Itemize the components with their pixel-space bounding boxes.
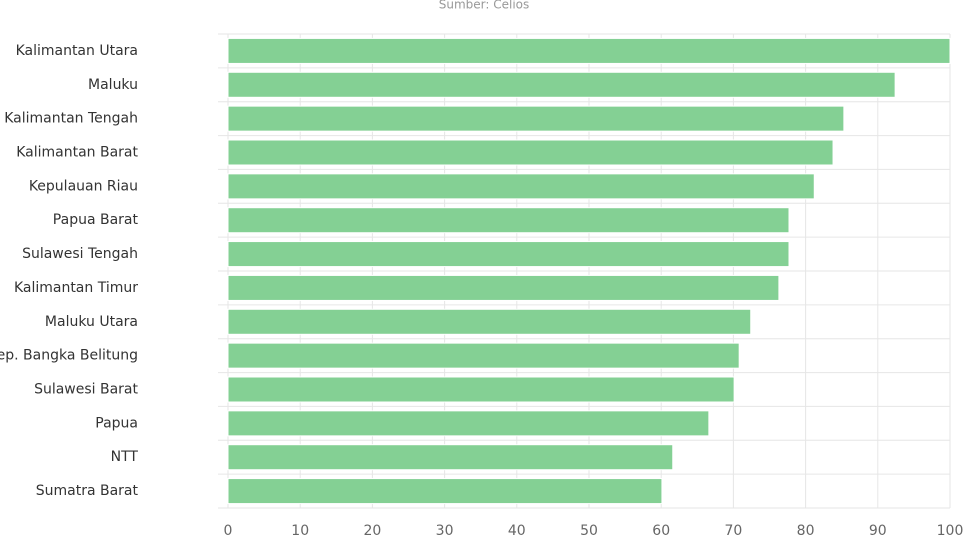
y-tick-label: Maluku Utara [45,314,138,330]
bar [227,173,815,200]
bar [227,207,790,234]
chart-subtitle: Sumber: Celios [439,0,530,12]
bar [227,274,780,301]
y-tick-label: NTT [111,449,139,465]
bar [227,139,834,166]
x-tick-label: 70 [724,523,742,539]
x-tick-label: 50 [580,523,598,539]
bar [227,105,845,132]
bar [227,37,951,64]
x-tick-label: 80 [797,523,815,539]
y-tick-label: Papua [95,415,138,431]
y-tick-label: Sulawesi Tengah [22,246,138,262]
x-tick-label: 30 [436,523,454,539]
y-tick-label: Kepulauan Riau [29,178,138,194]
bar [227,376,735,403]
x-tick-label: 60 [652,523,670,539]
bar [227,241,790,268]
y-tick-label: Kalimantan Utara [16,43,138,59]
y-tick-label: Kalimantan Timur [14,280,138,296]
x-tick-label: 0 [224,523,233,539]
y-tick-label: Papua Barat [53,212,139,228]
bar [227,342,740,369]
y-tick-label: Kep. Bangka Belitung [0,348,138,364]
bar [227,410,710,437]
y-tick-label: Kalimantan Barat [16,145,138,161]
y-tick-label: Sulawesi Barat [34,382,138,398]
x-tick-label: 40 [508,523,526,539]
bar [227,478,663,505]
y-tick-label: Kalimantan Tengah [4,111,138,127]
x-tick-label: 90 [869,523,887,539]
bar [227,71,896,98]
x-tick-label: 100 [937,523,964,539]
y-tick-label: Sumatra Barat [36,483,139,499]
x-tick-label: 10 [291,523,309,539]
x-tick-label: 20 [363,523,381,539]
bar [227,444,674,471]
y-tick-label: Maluku [88,77,138,93]
bar [227,308,752,335]
